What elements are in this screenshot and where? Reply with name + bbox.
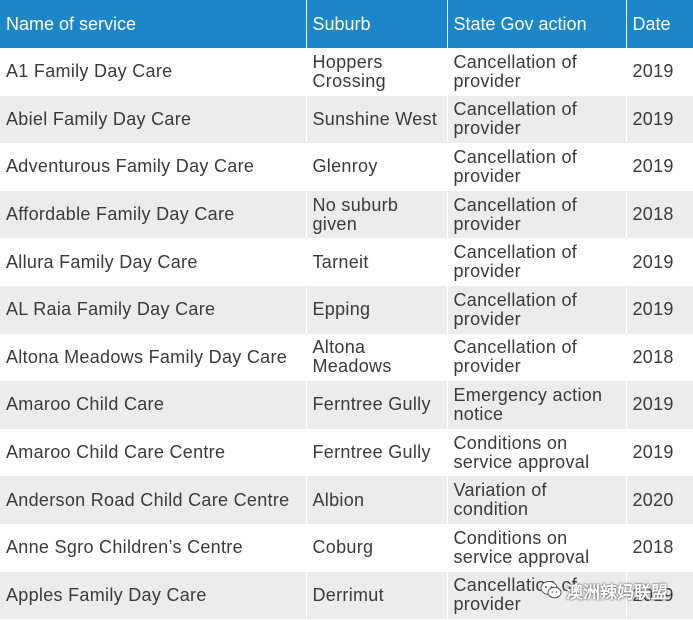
action-cell: Cancellation of provider xyxy=(447,238,627,286)
service-name-cell: Apples Family Day Care xyxy=(0,571,307,620)
date-cell: 2020 xyxy=(626,476,693,524)
date-cell: 2019 xyxy=(626,285,693,334)
service-name-cell: Anne Sgro Children’s Centre xyxy=(0,523,307,572)
table-row: Anderson Road Child Care Centre Albion Var… xyxy=(0,476,693,524)
service-name-cell: Abiel Family Day Care xyxy=(0,95,307,144)
service-name-cell: Allura Family Day Care xyxy=(0,238,307,286)
service-name-cell: AL Raia Family Day Care xyxy=(0,285,307,334)
action-cell: Variation of condition xyxy=(447,476,627,524)
header-state-gov-action[interactable]: State Gov action xyxy=(447,0,627,48)
table-row: Amaroo Child Care Centre Ferntree Gully Co… xyxy=(0,428,693,477)
watermark: 澳洲辣妈联盟 xyxy=(540,578,668,602)
action-cell: Emergency action notice xyxy=(447,381,627,429)
header-suburb[interactable]: Suburb xyxy=(306,0,448,48)
date-cell: 2019 xyxy=(626,381,693,429)
suburb-cell: Ferntree Gully xyxy=(306,381,448,429)
table-row: Affordable Family Day Care No suburb give… xyxy=(0,190,693,239)
date-cell: 2018 xyxy=(626,523,693,572)
service-name-cell: Anderson Road Child Care Centre xyxy=(0,476,307,524)
action-cell: Cancellation of provider xyxy=(447,190,627,239)
table-row: Amaroo Child Care Ferntree Gully Emergency… xyxy=(0,381,693,429)
date-cell: 2018 xyxy=(626,190,693,239)
suburb-cell: Epping xyxy=(306,285,448,334)
service-name-cell: Amaroo Child Care Centre xyxy=(0,428,307,477)
action-cell: Cancellation of provider xyxy=(447,333,627,382)
header-row: Name of service Suburb State Gov action … xyxy=(0,0,693,48)
suburb-cell: Ferntree Gully xyxy=(306,428,448,477)
suburb-cell: No suburb given xyxy=(306,190,448,239)
suburb-cell: Glenroy xyxy=(306,143,448,191)
date-cell: 2018 xyxy=(626,333,693,382)
suburb-cell: Albion xyxy=(306,476,448,524)
service-name-cell: A1 Family Day Care xyxy=(0,48,307,96)
service-name-cell: Affordable Family Day Care xyxy=(0,190,307,239)
action-cell: Cancellation of provider xyxy=(447,285,627,334)
action-cell: Cancellation of provider xyxy=(447,48,627,96)
date-cell: 2019 xyxy=(626,95,693,144)
suburb-cell: Hoppers Crossing xyxy=(306,48,448,96)
table-row: A1 Family Day Care Hoppers Crossing Cancel… xyxy=(0,48,693,96)
date-cell: 2019 xyxy=(626,428,693,477)
table-row: AL Raia Family Day Care Epping Cancellatio… xyxy=(0,285,693,334)
date-cell: 2019 xyxy=(626,571,693,620)
action-cell: Cancellation of provider xyxy=(447,95,627,144)
table-row: Abiel Family Day Care Sunshine West Cancel… xyxy=(0,95,693,144)
table-row: Adventurous Family Day Care Glenroy Cancel… xyxy=(0,143,693,191)
suburb-cell: Altona Meadows xyxy=(306,333,448,382)
wechat-icon xyxy=(540,581,562,599)
service-name-cell: Altona Meadows Family Day Care xyxy=(0,333,307,382)
action-cell: Conditions on service approval xyxy=(447,428,627,477)
suburb-cell: Tarneit xyxy=(306,238,448,286)
service-name-cell: Amaroo Child Care xyxy=(0,381,307,429)
table-row: Altona Meadows Family Day Care Altona Mea… xyxy=(0,333,693,382)
date-cell: 2019 xyxy=(626,238,693,286)
suburb-cell: Coburg xyxy=(306,523,448,572)
table-row: Allura Family Day Care Tarneit Cancellatio… xyxy=(0,238,693,286)
table-row: Anne Sgro Children’s Centre Coburg Conditi… xyxy=(0,523,693,572)
header-name-of-service[interactable]: Name of service xyxy=(0,0,307,48)
header-date[interactable]: Date xyxy=(626,0,693,48)
table-row: Apples Family Day Care Derrimut Cancellati… xyxy=(0,571,693,620)
watermark-text: 澳洲辣妈联盟 xyxy=(566,582,668,602)
suburb-cell: Sunshine West xyxy=(306,95,448,144)
service-name-cell: Adventurous Family Day Care xyxy=(0,143,307,191)
action-cell: Cancellation of provider xyxy=(447,143,627,191)
suburb-cell: Derrimut xyxy=(306,571,448,620)
date-cell: 2019 xyxy=(626,48,693,96)
action-cell: Conditions on service approval xyxy=(447,523,627,572)
action-cell: Cancellation of provider xyxy=(447,571,627,620)
date-cell: 2019 xyxy=(626,143,693,191)
